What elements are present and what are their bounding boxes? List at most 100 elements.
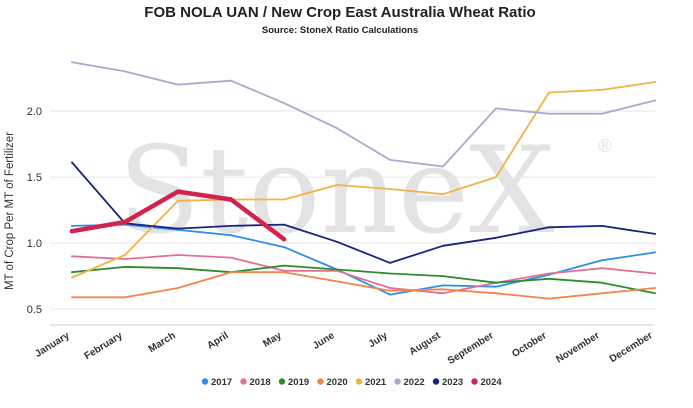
data-point-2022-1 bbox=[124, 70, 126, 73]
data-point-2021-7 bbox=[442, 193, 444, 196]
data-point-2019-9 bbox=[548, 277, 550, 280]
data-point-2021-6 bbox=[389, 188, 391, 190]
data-point-2023-5 bbox=[336, 240, 338, 243]
data-point-2017-10 bbox=[601, 259, 603, 262]
data-point-2020-2 bbox=[177, 287, 179, 289]
data-point-2021-2 bbox=[177, 199, 179, 202]
data-point-2022-7 bbox=[442, 165, 444, 168]
x-tick-label-8: September bbox=[446, 330, 496, 367]
legend-label-2022[interactable]: 2022 bbox=[404, 377, 425, 388]
data-point-2020-9 bbox=[548, 297, 550, 300]
data-point-2022-6 bbox=[389, 159, 391, 161]
legend-label-2021[interactable]: 2021 bbox=[365, 377, 387, 388]
data-point-2021-8 bbox=[495, 176, 497, 178]
data-point-2021-1 bbox=[124, 254, 126, 256]
legend-label-2023[interactable]: 2023 bbox=[442, 377, 463, 388]
y-tick-label-2: 1.5 bbox=[27, 172, 42, 184]
legend-marker-2021 bbox=[355, 378, 363, 385]
chart-subtitle: Source: StoneX Ratio Calculations bbox=[262, 25, 418, 36]
data-point-2023-2 bbox=[177, 227, 179, 230]
data-point-2019-11 bbox=[654, 292, 656, 295]
series-line-2019 bbox=[71, 264, 656, 295]
data-point-2019-0 bbox=[71, 271, 73, 274]
x-axis-ticks: January February March April May June July Augu… bbox=[33, 330, 654, 367]
data-point-2018-7 bbox=[442, 292, 444, 295]
x-tick-label-6: July bbox=[367, 330, 390, 350]
data-point-2017-4 bbox=[283, 246, 285, 248]
data-point-2021-0 bbox=[71, 276, 73, 279]
y-tick-label-1: 1.0 bbox=[27, 238, 42, 250]
data-point-2023-11 bbox=[654, 232, 656, 235]
y-tick-label-0: 0.5 bbox=[27, 304, 42, 316]
data-point-2019-6 bbox=[389, 272, 391, 275]
legend-label-2020[interactable]: 2020 bbox=[327, 377, 348, 388]
data-point-2018-10 bbox=[601, 267, 603, 270]
data-point-2017-6 bbox=[389, 293, 391, 296]
x-tick-label-1: February bbox=[82, 330, 124, 362]
data-point-2022-2 bbox=[177, 83, 179, 86]
data-point-2024-4 bbox=[281, 236, 287, 242]
legend-marker-2024 bbox=[471, 378, 478, 385]
series-line-2021 bbox=[71, 81, 656, 279]
x-tick-label-11: December bbox=[608, 330, 655, 365]
data-point-2022-5 bbox=[336, 127, 338, 130]
x-tick-label-9: October bbox=[510, 330, 548, 360]
watermark-registered: ® bbox=[596, 136, 614, 157]
data-point-2018-11 bbox=[654, 272, 656, 275]
data-point-2017-0 bbox=[71, 225, 73, 227]
data-point-2018-0 bbox=[71, 255, 73, 258]
data-point-2018-4 bbox=[283, 269, 285, 272]
series-lines bbox=[69, 61, 656, 300]
data-point-2020-0 bbox=[71, 296, 73, 299]
legend-label-2018[interactable]: 2018 bbox=[250, 377, 271, 388]
data-point-2020-11 bbox=[654, 287, 656, 289]
x-tick-label-0: January bbox=[33, 330, 72, 360]
data-point-2018-2 bbox=[177, 254, 179, 256]
y-axis-label: MT of Crop Per MT of Fertilizer bbox=[4, 132, 16, 290]
data-point-2023-10 bbox=[601, 225, 603, 227]
y-axis-ticks: 0.5 1.0 1.5 2.0 bbox=[27, 106, 42, 316]
data-point-2019-1 bbox=[124, 265, 126, 268]
data-point-2023-9 bbox=[548, 226, 550, 229]
data-point-2020-1 bbox=[124, 296, 126, 299]
series-line-2022 bbox=[71, 61, 656, 168]
legend-marker-2017 bbox=[201, 378, 209, 385]
data-point-2022-0 bbox=[71, 61, 73, 64]
series-line-2018 bbox=[71, 254, 656, 295]
data-point-2020-7 bbox=[442, 288, 444, 291]
legend: 2017 2018 2019 2020 2021 2022 2023 2024 bbox=[201, 377, 503, 388]
data-point-2019-7 bbox=[442, 275, 444, 278]
y-tick-label-3: 2.0 bbox=[27, 106, 42, 118]
data-point-2020-6 bbox=[389, 289, 391, 292]
data-point-2018-1 bbox=[124, 258, 126, 260]
data-point-2017-7 bbox=[442, 284, 444, 287]
data-point-2023-8 bbox=[495, 236, 497, 239]
data-point-2019-10 bbox=[601, 281, 603, 284]
legend-label-2024[interactable]: 2024 bbox=[481, 377, 503, 388]
data-point-2024-1 bbox=[122, 219, 128, 225]
x-tick-label-4: May bbox=[261, 330, 284, 350]
data-point-2020-3 bbox=[230, 271, 232, 274]
data-point-2022-3 bbox=[230, 79, 232, 82]
series-line-2023 bbox=[71, 161, 656, 264]
data-point-2020-8 bbox=[495, 292, 497, 295]
legend-label-2019[interactable]: 2019 bbox=[288, 377, 309, 388]
data-point-2021-9 bbox=[548, 91, 550, 94]
data-point-2023-4 bbox=[283, 223, 285, 226]
data-point-2024-0 bbox=[69, 229, 75, 234]
data-point-2017-8 bbox=[495, 285, 497, 288]
data-point-2018-9 bbox=[548, 272, 550, 275]
x-tick-label-10: November bbox=[554, 330, 601, 365]
data-point-2019-4 bbox=[283, 264, 285, 267]
gridlines bbox=[50, 110, 655, 326]
x-tick-label-2: March bbox=[147, 330, 178, 355]
data-point-2018-3 bbox=[230, 256, 232, 259]
data-point-2023-7 bbox=[442, 244, 444, 247]
x-tick-label-3: April bbox=[205, 330, 230, 352]
legend-label-2017[interactable]: 2017 bbox=[211, 377, 232, 388]
data-point-2021-4 bbox=[283, 198, 285, 201]
legend-marker-2019 bbox=[278, 378, 286, 385]
data-point-2018-6 bbox=[389, 287, 391, 289]
data-point-2021-10 bbox=[601, 89, 603, 91]
